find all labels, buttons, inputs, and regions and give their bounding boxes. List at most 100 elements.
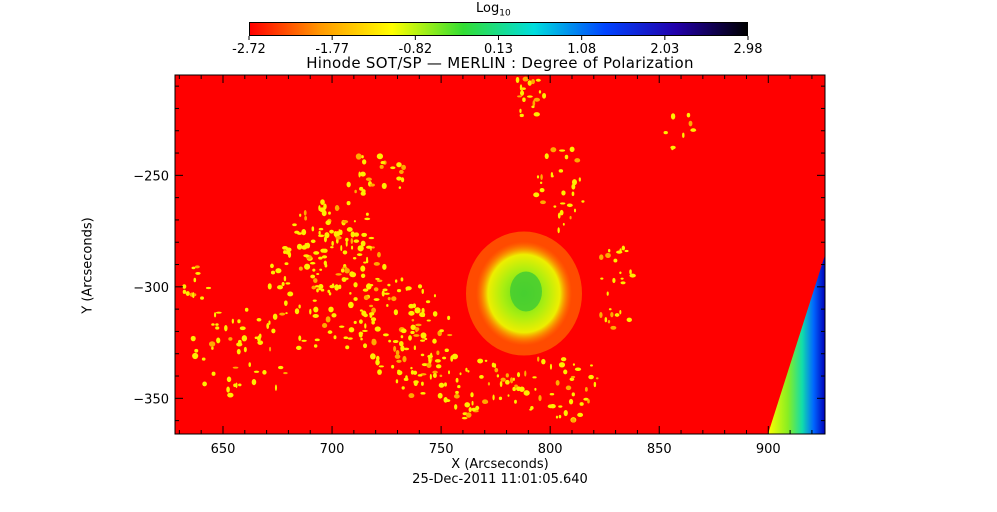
plage-speck — [283, 300, 288, 306]
plage-speck — [226, 376, 232, 383]
plage-speck — [612, 277, 616, 284]
plage-speck — [500, 377, 506, 382]
plage-speck — [624, 249, 629, 253]
plage-speck — [373, 262, 380, 266]
plage-speck — [190, 335, 196, 342]
plage-speck — [362, 288, 369, 292]
plage-speck — [563, 369, 568, 375]
plage-speck — [328, 292, 332, 296]
plage-speck — [387, 283, 391, 287]
plage-speck — [193, 277, 197, 283]
plage-speck — [399, 169, 404, 174]
plage-speck — [400, 328, 407, 334]
plage-speck — [563, 409, 568, 417]
plage-speck — [534, 387, 537, 391]
plage-speck — [459, 372, 462, 376]
plage-speck — [471, 400, 474, 406]
plage-speck — [396, 176, 402, 181]
plage-speck — [268, 320, 271, 325]
plage-speck — [269, 346, 272, 352]
plage-speck — [354, 189, 357, 194]
plage-speck — [258, 333, 262, 339]
plage-speck — [530, 405, 534, 410]
plage-speck — [540, 200, 546, 205]
plage-speck — [320, 199, 325, 205]
plage-speck — [688, 120, 693, 127]
plage-speck — [281, 282, 285, 286]
plage-speck — [410, 330, 415, 334]
plage-speck — [283, 276, 287, 282]
plage-speck — [303, 210, 307, 216]
plage-speck — [532, 376, 537, 379]
plage-speck — [376, 355, 380, 361]
plage-speck — [376, 279, 383, 283]
plage-speck — [400, 277, 404, 282]
plage-speck — [185, 291, 190, 296]
plage-speck — [522, 97, 526, 103]
plage-speck — [663, 130, 668, 135]
plage-speck — [318, 230, 321, 236]
plage-speck — [435, 364, 442, 369]
plage-speck — [544, 153, 549, 160]
plage-speck — [512, 386, 516, 392]
plage-speck — [686, 112, 691, 118]
plage-speck — [213, 312, 217, 318]
plage-speck — [361, 310, 367, 317]
plage-speck — [342, 250, 348, 255]
plage-speck — [549, 363, 553, 370]
plage-speck — [267, 283, 272, 290]
plage-speck — [522, 76, 529, 82]
plage-speck — [555, 415, 559, 419]
plage-speck — [361, 329, 368, 332]
plage-speck — [447, 315, 451, 321]
plage-speck — [382, 333, 389, 337]
plage-speck — [571, 392, 575, 397]
plage-speck — [348, 327, 355, 333]
plage-speck — [366, 245, 373, 249]
plage-speck — [388, 339, 392, 343]
plage-speck — [345, 345, 350, 350]
plage-speck — [429, 373, 432, 380]
plage-speck — [421, 288, 424, 294]
plage-speck — [321, 322, 328, 329]
plage-speck — [571, 179, 577, 186]
plage-speck — [346, 201, 351, 206]
plage-speck — [417, 374, 423, 377]
plage-speck — [531, 105, 535, 109]
plage-speck — [561, 190, 566, 196]
plage-speck — [318, 256, 323, 260]
plage-speck — [461, 416, 468, 420]
plage-speck — [536, 175, 540, 179]
plage-speck — [593, 381, 597, 388]
plage-speck — [360, 191, 366, 196]
plot-frame — [174, 74, 826, 435]
plage-speck — [311, 285, 317, 290]
x-tick-label: 650 — [211, 442, 236, 457]
plage-speck — [519, 386, 525, 392]
plage-speck — [324, 232, 330, 239]
plage-speck — [193, 293, 197, 297]
plage-speck — [318, 227, 324, 231]
y-tick-label: −250 — [133, 169, 169, 184]
plage-speck — [613, 258, 618, 263]
plage-speck — [371, 339, 377, 346]
plage-speck — [363, 295, 369, 301]
plage-speck — [346, 227, 353, 232]
plage-speck — [583, 397, 589, 401]
plage-speck — [195, 271, 201, 275]
plage-speck — [361, 155, 364, 159]
plage-speck — [313, 278, 318, 283]
plage-speck — [629, 273, 636, 278]
plage-speck — [363, 343, 368, 349]
plage-speck — [408, 303, 415, 309]
plage-speck — [436, 350, 440, 356]
plage-speck — [509, 377, 514, 384]
plage-speck — [451, 353, 459, 360]
plage-speck — [604, 317, 608, 323]
plage-speck — [275, 268, 282, 274]
plage-speck — [356, 253, 363, 257]
plage-speck — [327, 289, 331, 294]
plage-speck — [410, 366, 413, 370]
plage-speck — [243, 346, 247, 353]
plage-speck — [432, 373, 437, 379]
